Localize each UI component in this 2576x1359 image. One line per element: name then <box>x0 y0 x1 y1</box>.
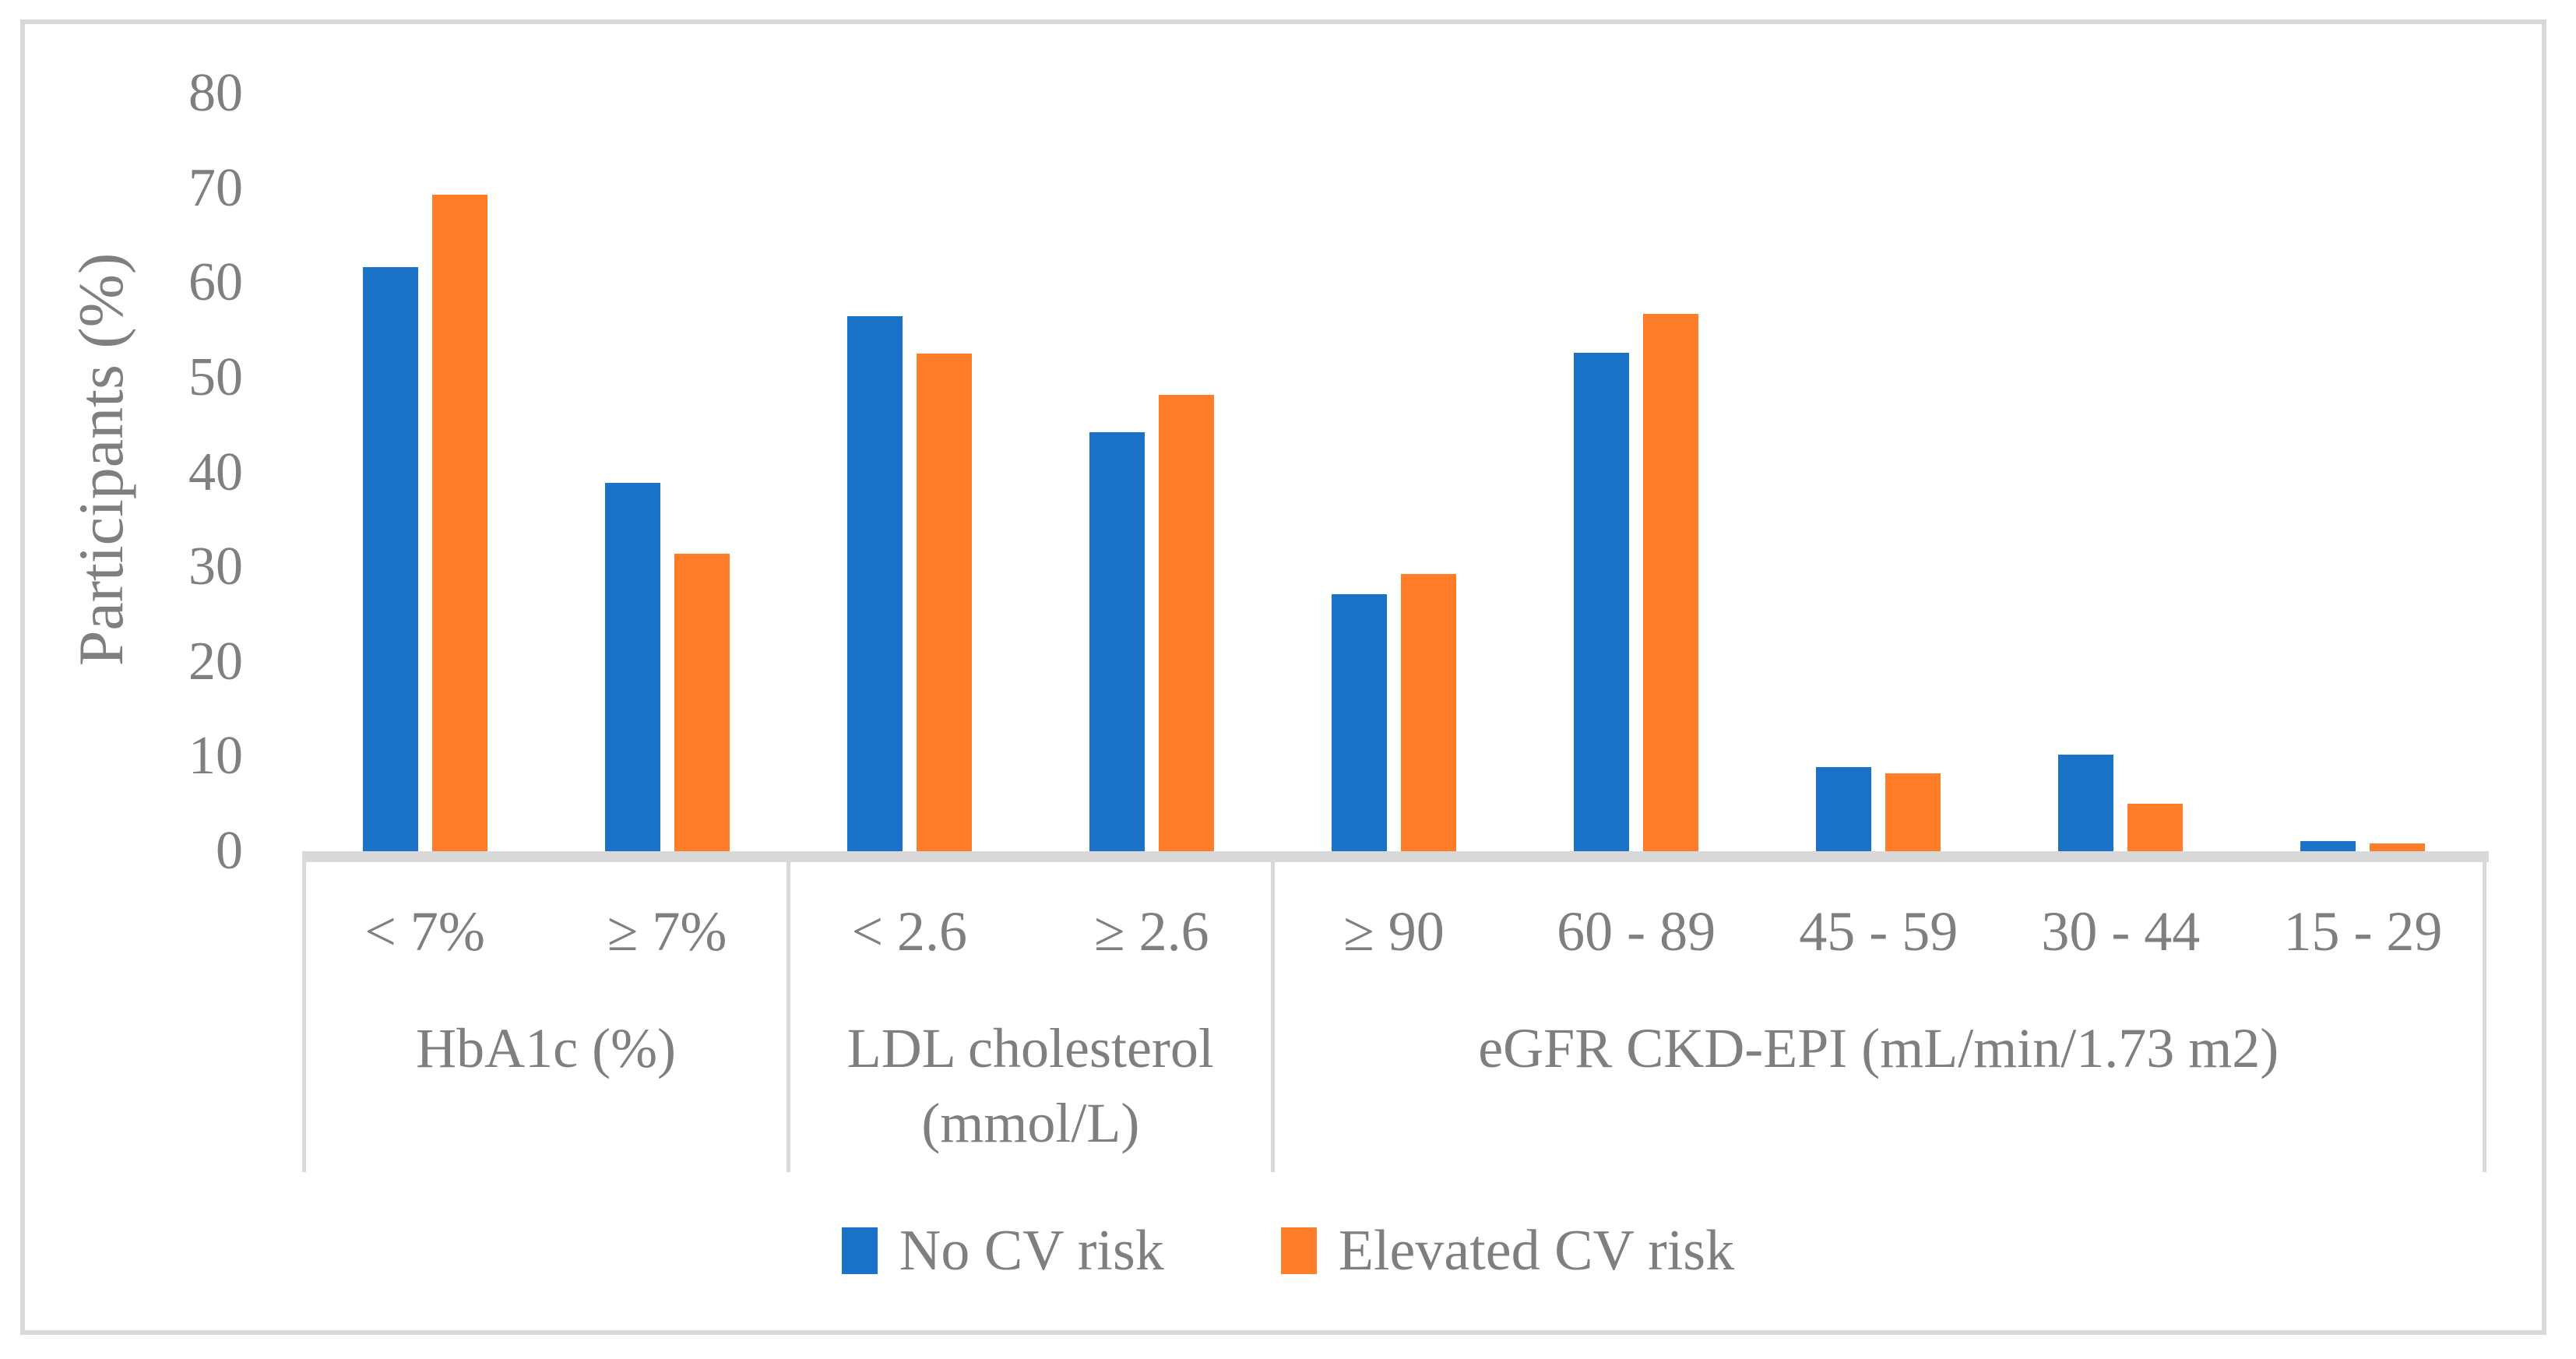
category-label: ≥ 2.6 <box>1094 900 1209 963</box>
group-label-0: HbA1c (%) <box>416 1017 677 1079</box>
y-tick-label-20: 20 <box>188 631 243 692</box>
legend-swatch-elevated-cv-risk <box>1280 1227 1317 1274</box>
category-label: 60 - 89 <box>1557 900 1716 963</box>
y-tick-label-80: 80 <box>188 63 243 123</box>
y-tick-label-60: 60 <box>188 252 243 313</box>
figure-border <box>20 19 2546 1335</box>
y-tick-label-40: 40 <box>188 442 243 502</box>
y-tick-label-10: 10 <box>188 726 243 787</box>
x-axis-line <box>304 851 2489 862</box>
bar-elevated-cv-risk <box>1158 394 1214 851</box>
category-label: 45 - 59 <box>1799 900 1958 963</box>
group-separator-0 <box>302 851 306 1172</box>
group-separator-1 <box>787 851 791 1172</box>
group-label-1: LDL cholesterol (mmol/L) <box>846 1017 1214 1154</box>
bar-no-cv-risk <box>1574 353 1630 851</box>
group-separator-3 <box>2483 851 2486 1172</box>
bar-no-cv-risk <box>604 482 660 851</box>
bar-elevated-cv-risk <box>431 195 487 851</box>
category-label: < 7% <box>364 900 485 963</box>
bar-no-cv-risk <box>2058 754 2114 851</box>
y-tick-label-70: 70 <box>188 157 243 218</box>
bar-elevated-cv-risk <box>2370 843 2426 851</box>
y-tick-label-0: 0 <box>216 821 243 881</box>
legend-label-no-cv-risk: No CV risk <box>899 1219 1164 1283</box>
legend-swatch-no-cv-risk <box>841 1227 878 1274</box>
bar-no-cv-risk <box>1816 766 1872 851</box>
bar-elevated-cv-risk <box>1885 773 1941 851</box>
bar-elevated-cv-risk <box>674 554 730 851</box>
bar-elevated-cv-risk <box>1401 573 1456 851</box>
group-label-2: eGFR CKD-EPI (mL/min/1.73 m2) <box>1478 1017 2279 1079</box>
y-tick-label-50: 50 <box>188 347 243 407</box>
bar-no-cv-risk <box>1089 432 1145 851</box>
category-label: ≥ 90 <box>1343 900 1445 963</box>
legend: No CV risk Elevated CV risk <box>0 1212 2576 1290</box>
category-label: < 2.6 <box>851 900 968 963</box>
bar-elevated-cv-risk <box>916 354 972 851</box>
category-label: 30 - 44 <box>2041 900 2201 963</box>
bar-no-cv-risk <box>846 315 903 851</box>
legend-label-elevated-cv-risk: Elevated CV risk <box>1338 1219 1735 1283</box>
bar-no-cv-risk <box>2300 840 2356 851</box>
category-label: 15 - 29 <box>2283 900 2443 963</box>
y-tick-label-30: 30 <box>188 537 243 597</box>
legend-entry-elevated-cv-risk: Elevated CV risk <box>1280 1212 1735 1290</box>
group-separator-2 <box>1271 851 1276 1172</box>
bar-elevated-cv-risk <box>1643 314 1699 851</box>
legend-entry-no-cv-risk: No CV risk <box>841 1212 1164 1290</box>
bar-no-cv-risk <box>362 266 418 851</box>
bar-no-cv-risk <box>1332 594 1387 851</box>
category-label: ≥ 7% <box>607 900 727 963</box>
bar-elevated-cv-risk <box>2127 804 2184 851</box>
